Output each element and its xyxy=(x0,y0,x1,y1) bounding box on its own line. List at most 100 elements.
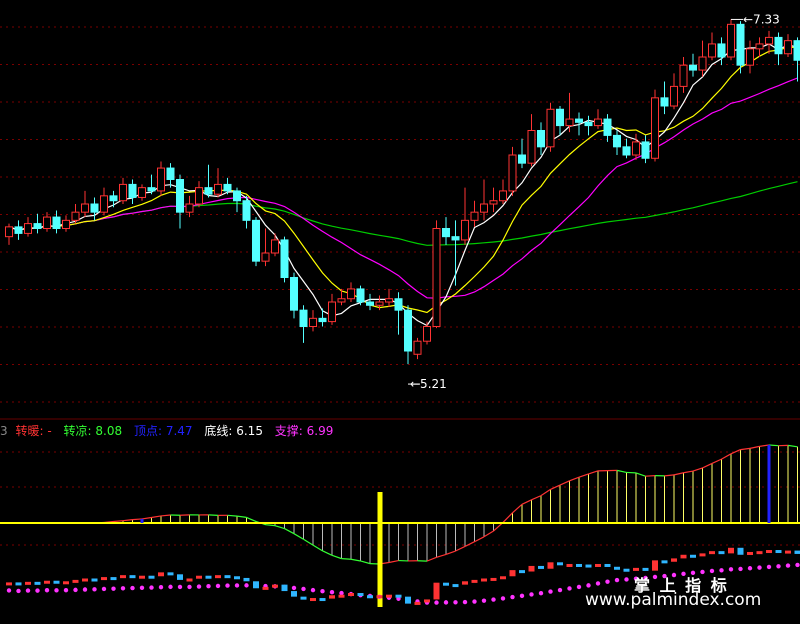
mini-candle-up xyxy=(680,554,687,559)
candle-up xyxy=(347,288,355,300)
candle-up xyxy=(746,48,754,66)
osc-line xyxy=(445,550,456,556)
mini-candle-up xyxy=(652,560,658,571)
candle-down xyxy=(166,167,175,180)
candle-up xyxy=(670,85,678,107)
support-dot xyxy=(206,584,211,589)
support-dot xyxy=(662,573,667,579)
support-dot xyxy=(73,587,78,593)
osc-line xyxy=(474,536,485,543)
zhi-cheng-value: 6.99 xyxy=(306,424,334,438)
support-dot xyxy=(690,570,696,576)
support-dot xyxy=(709,568,715,574)
mini-candle-down xyxy=(443,582,449,586)
candle-down xyxy=(736,23,745,66)
support-dot xyxy=(6,588,12,593)
candle-down xyxy=(451,236,460,241)
candle-up xyxy=(81,203,89,213)
support-dot xyxy=(130,585,135,591)
support-dot xyxy=(652,574,658,580)
candle-up xyxy=(765,36,773,45)
candle-up xyxy=(489,200,498,205)
candle-up xyxy=(271,239,279,254)
mini-candle-down xyxy=(34,581,41,585)
mini-candle-up xyxy=(633,567,639,571)
osc-line xyxy=(388,559,399,564)
candle-down xyxy=(404,309,412,352)
osc-line xyxy=(692,467,703,472)
candle-up xyxy=(594,118,602,127)
mini-candle-down xyxy=(177,574,183,580)
osc-line xyxy=(122,519,133,522)
osc-line xyxy=(483,530,494,538)
zhuan-nuan-value: - xyxy=(47,424,52,438)
mini-candle-up xyxy=(756,551,763,555)
osc-line xyxy=(730,449,741,455)
candle-up xyxy=(423,326,431,342)
mini-candle-up xyxy=(139,575,145,579)
support-dot xyxy=(766,564,772,570)
osc-line xyxy=(331,554,342,560)
candle-down xyxy=(223,183,232,192)
candle-down xyxy=(518,154,526,164)
candle-up xyxy=(261,252,270,262)
osc-line xyxy=(341,558,352,560)
candle-down xyxy=(442,228,450,238)
mini-candle-down xyxy=(737,547,744,555)
candle-up xyxy=(5,226,13,238)
support-dot xyxy=(548,589,553,594)
osc-line xyxy=(436,553,447,558)
support-dot xyxy=(92,587,97,592)
support-dot xyxy=(291,585,297,591)
header-prefix: 3 xyxy=(0,424,8,438)
support-dot xyxy=(329,589,335,595)
candle-up xyxy=(727,23,735,58)
candle-down xyxy=(252,219,260,262)
candle-down xyxy=(584,121,593,127)
osc-line xyxy=(151,515,162,519)
osc-line xyxy=(360,560,371,565)
candle-down xyxy=(394,298,403,311)
osc-line xyxy=(512,503,523,514)
mini-candle-down xyxy=(129,575,136,579)
osc-line xyxy=(293,533,304,540)
support-dot xyxy=(225,583,230,588)
candle-down xyxy=(613,134,621,148)
ma5-line xyxy=(8,43,798,327)
support-dot xyxy=(215,583,221,589)
mini-candle-up xyxy=(338,594,345,598)
candle-up xyxy=(71,211,80,221)
mini-candle-up xyxy=(481,578,487,582)
support-dot xyxy=(54,588,59,593)
mini-candle-down xyxy=(15,582,22,586)
support-dot xyxy=(624,577,629,582)
candle-down xyxy=(717,43,726,58)
candle-down xyxy=(109,195,118,202)
candle-down xyxy=(299,309,308,327)
candle-up xyxy=(375,301,384,306)
support-dot xyxy=(320,588,325,594)
osc-line xyxy=(588,470,599,475)
support-dot xyxy=(614,577,620,583)
osc-line xyxy=(768,444,779,447)
support-dot xyxy=(510,594,515,600)
support-dot xyxy=(529,592,534,597)
candle-up xyxy=(138,187,146,198)
candle-up xyxy=(708,43,716,58)
candle-down xyxy=(90,203,99,213)
mini-candle-up xyxy=(747,551,753,555)
support-dot xyxy=(700,569,705,575)
support-dot xyxy=(168,584,173,590)
mini-candle-up xyxy=(785,550,791,554)
support-dot xyxy=(462,599,468,605)
candle-down xyxy=(641,141,650,159)
candle-up xyxy=(461,219,469,241)
support-dot xyxy=(491,597,496,602)
osc-line xyxy=(265,524,276,527)
mini-candle-up xyxy=(728,547,734,554)
osc-line xyxy=(455,545,466,552)
candle-up xyxy=(480,203,488,213)
candle-up xyxy=(432,228,441,327)
mini-candle-up xyxy=(310,598,316,602)
